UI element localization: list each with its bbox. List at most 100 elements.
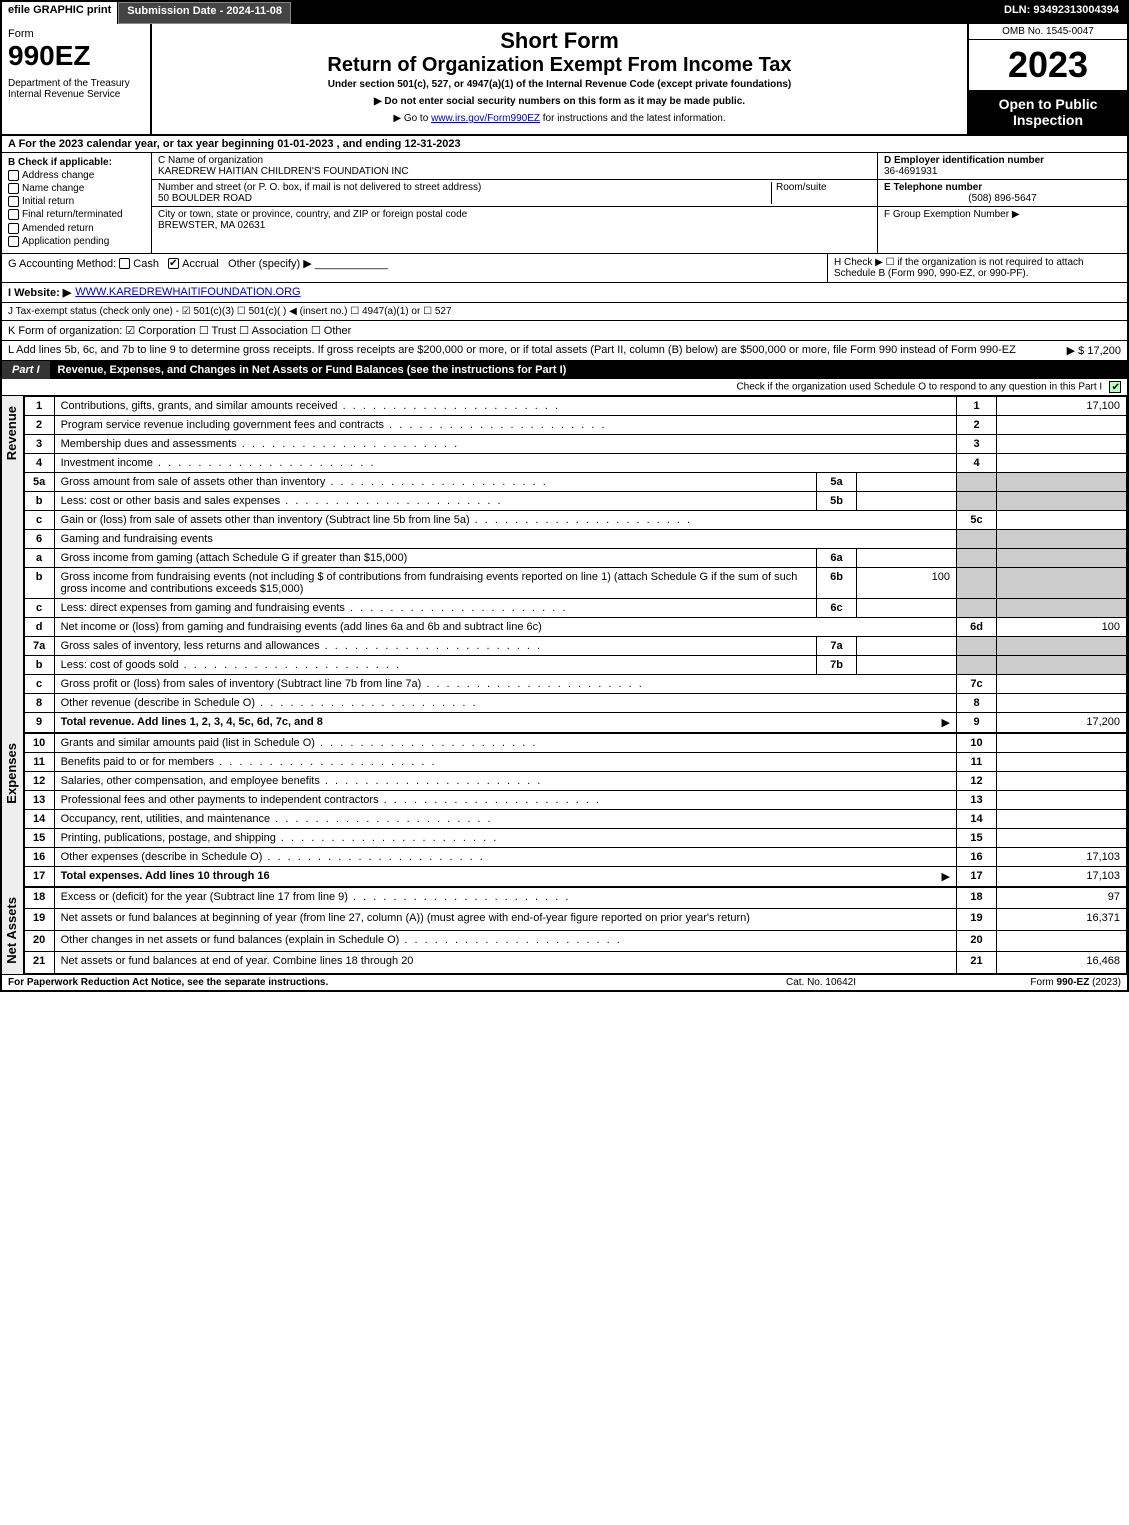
f-group-exemption: F Group Exemption Number ▶	[878, 207, 1127, 222]
col-c: C Name of organization KAREDREW HAITIAN …	[152, 153, 877, 253]
c-street: Number and street (or P. O. box, if mail…	[152, 180, 877, 207]
header-left: Form 990EZ Department of the Treasury In…	[2, 24, 152, 134]
dept-label: Department of the Treasury Internal Reve…	[8, 78, 144, 100]
subtitle: Under section 501(c), 527, or 4947(a)(1)…	[156, 79, 963, 90]
line-10: 10Grants and similar amounts paid (list …	[24, 733, 1126, 752]
line-15: 15Printing, publications, postage, and s…	[24, 828, 1126, 847]
line-19: 19Net assets or fund balances at beginni…	[24, 909, 1126, 930]
form-number: 990EZ	[8, 40, 144, 72]
netassets-table: 18Excess or (deficit) for the year (Subt…	[24, 887, 1127, 974]
e-telephone: E Telephone number (508) 896-5647	[878, 180, 1127, 207]
c-name: C Name of organization KAREDREW HAITIAN …	[152, 153, 877, 180]
website-link[interactable]: WWW.KAREDREWHAITIFOUNDATION.ORG	[75, 286, 300, 298]
dln-label: DLN: 93492313004394	[996, 2, 1127, 24]
room-suite: Room/suite	[771, 182, 871, 204]
d-ein: D Employer identification number 36-4691…	[878, 153, 1127, 180]
line-17: 17Total expenses. Add lines 10 through 1…	[24, 866, 1126, 886]
cb-name-change[interactable]: Name change	[8, 183, 145, 194]
footer-center: Cat. No. 10642I	[721, 977, 921, 988]
section-b-c-d: B Check if applicable: Address change Na…	[2, 153, 1127, 254]
expenses-section: Expenses 10Grants and similar amounts pa…	[2, 733, 1127, 887]
line-16: 16Other expenses (describe in Schedule O…	[24, 847, 1126, 866]
cb-accrual[interactable]	[168, 258, 179, 269]
netassets-section: Net Assets 18Excess or (deficit) for the…	[2, 887, 1127, 974]
j-tax-exempt: J Tax-exempt status (check only one) - ☑…	[2, 303, 1127, 321]
k-form-org: K Form of organization: ☑ Corporation ☐ …	[2, 321, 1127, 341]
line-21: 21Net assets or fund balances at end of …	[24, 952, 1126, 973]
line-11: 11Benefits paid to or for members11	[24, 752, 1126, 771]
city: BREWSTER, MA 02631	[158, 220, 871, 231]
org-name: KAREDREW HAITIAN CHILDREN'S FOUNDATION I…	[158, 166, 871, 177]
line-6c: cLess: direct expenses from gaming and f…	[24, 598, 1126, 617]
g-accounting: G Accounting Method: Cash Accrual Other …	[2, 254, 827, 282]
part1-title: Revenue, Expenses, and Changes in Net As…	[50, 361, 1127, 379]
revenue-table: 1Contributions, gifts, grants, and simil…	[24, 396, 1127, 733]
omb-label: OMB No. 1545-0047	[969, 24, 1127, 40]
line-7c: cGross profit or (loss) from sales of in…	[24, 674, 1126, 693]
form-word: Form	[8, 28, 144, 40]
line-5b: bLess: cost or other basis and sales exp…	[24, 491, 1126, 510]
line-1: 1Contributions, gifts, grants, and simil…	[24, 396, 1126, 415]
line-9: 9Total revenue. Add lines 1, 2, 3, 4, 5c…	[24, 712, 1126, 732]
line-7a: 7aGross sales of inventory, less returns…	[24, 636, 1126, 655]
ein-value: 36-4691931	[884, 166, 937, 177]
cb-application-pending[interactable]: Application pending	[8, 236, 145, 247]
line-a: A For the 2023 calendar year, or tax yea…	[2, 136, 1127, 153]
tax-year: 2023	[969, 40, 1127, 90]
line-13: 13Professional fees and other payments t…	[24, 790, 1126, 809]
part1-label: Part I	[2, 361, 50, 379]
part1-check-o: Check if the organization used Schedule …	[2, 379, 1127, 396]
footer-right: Form 990-EZ (2023)	[921, 977, 1121, 988]
part1-bar: Part I Revenue, Expenses, and Changes in…	[2, 361, 1127, 379]
cb-cash[interactable]	[119, 258, 130, 269]
header: Form 990EZ Department of the Treasury In…	[2, 24, 1127, 136]
note-goto: ▶ Go to www.irs.gov/Form990EZ for instru…	[156, 113, 963, 124]
header-right: OMB No. 1545-0047 2023 Open to Public In…	[967, 24, 1127, 134]
cb-schedule-o[interactable]: ✔	[1109, 381, 1121, 393]
sidebar-expenses: Expenses	[2, 733, 24, 887]
efile-print-label[interactable]: efile GRAPHIC print	[2, 2, 118, 24]
short-form-title: Short Form	[156, 28, 963, 54]
row-g-h: G Accounting Method: Cash Accrual Other …	[2, 254, 1127, 283]
footer-left: For Paperwork Reduction Act Notice, see …	[8, 977, 721, 988]
irs-link[interactable]: www.irs.gov/Form990EZ	[431, 113, 540, 124]
cb-address-change[interactable]: Address change	[8, 170, 145, 181]
line-12: 12Salaries, other compensation, and empl…	[24, 771, 1126, 790]
line-14: 14Occupancy, rent, utilities, and mainte…	[24, 809, 1126, 828]
line-3: 3Membership dues and assessments3	[24, 434, 1126, 453]
form-990ez-page: efile GRAPHIC print Submission Date - 20…	[0, 0, 1129, 992]
b-label: B Check if applicable:	[8, 157, 145, 168]
line-6b: bGross income from fundraising events (n…	[24, 567, 1126, 598]
line-20: 20Other changes in net assets or fund ba…	[24, 930, 1126, 951]
sidebar-netassets: Net Assets	[2, 887, 24, 974]
col-b: B Check if applicable: Address change Na…	[2, 153, 152, 253]
footer: For Paperwork Reduction Act Notice, see …	[2, 974, 1127, 990]
line-6: 6Gaming and fundraising events	[24, 529, 1126, 548]
note-ssn: ▶ Do not enter social security numbers o…	[156, 96, 963, 107]
revenue-section: Revenue 1Contributions, gifts, grants, a…	[2, 396, 1127, 733]
line-18: 18Excess or (deficit) for the year (Subt…	[24, 887, 1126, 908]
line-7b: bLess: cost of goods sold7b	[24, 655, 1126, 674]
submission-date-label: Submission Date - 2024-11-08	[118, 2, 291, 24]
street: 50 BOULDER ROAD	[158, 193, 771, 204]
line-4: 4Investment income4	[24, 453, 1126, 472]
header-center: Short Form Return of Organization Exempt…	[152, 24, 967, 134]
c-city: City or town, state or province, country…	[152, 207, 877, 233]
line-5a: 5aGross amount from sale of assets other…	[24, 472, 1126, 491]
open-inspection: Open to Public Inspection	[969, 90, 1127, 134]
line-6a: aGross income from gaming (attach Schedu…	[24, 548, 1126, 567]
cb-initial-return[interactable]: Initial return	[8, 196, 145, 207]
cb-final-return[interactable]: Final return/terminated	[8, 209, 145, 220]
l-gross-receipts: L Add lines 5b, 6c, and 7b to line 9 to …	[2, 341, 1127, 361]
return-title: Return of Organization Exempt From Incom…	[156, 54, 963, 77]
expenses-table: 10Grants and similar amounts paid (list …	[24, 733, 1127, 887]
i-website: I Website: ▶ WWW.KAREDREWHAITIFOUNDATION…	[2, 283, 1127, 303]
line-8: 8Other revenue (describe in Schedule O)8	[24, 693, 1126, 712]
line-2: 2Program service revenue including gover…	[24, 415, 1126, 434]
sidebar-revenue: Revenue	[2, 396, 24, 733]
cb-amended-return[interactable]: Amended return	[8, 223, 145, 234]
col-d: D Employer identification number 36-4691…	[877, 153, 1127, 253]
line-6d: dNet income or (loss) from gaming and fu…	[24, 617, 1126, 636]
line-5c: cGain or (loss) from sale of assets othe…	[24, 510, 1126, 529]
phone-value: (508) 896-5647	[884, 193, 1121, 204]
